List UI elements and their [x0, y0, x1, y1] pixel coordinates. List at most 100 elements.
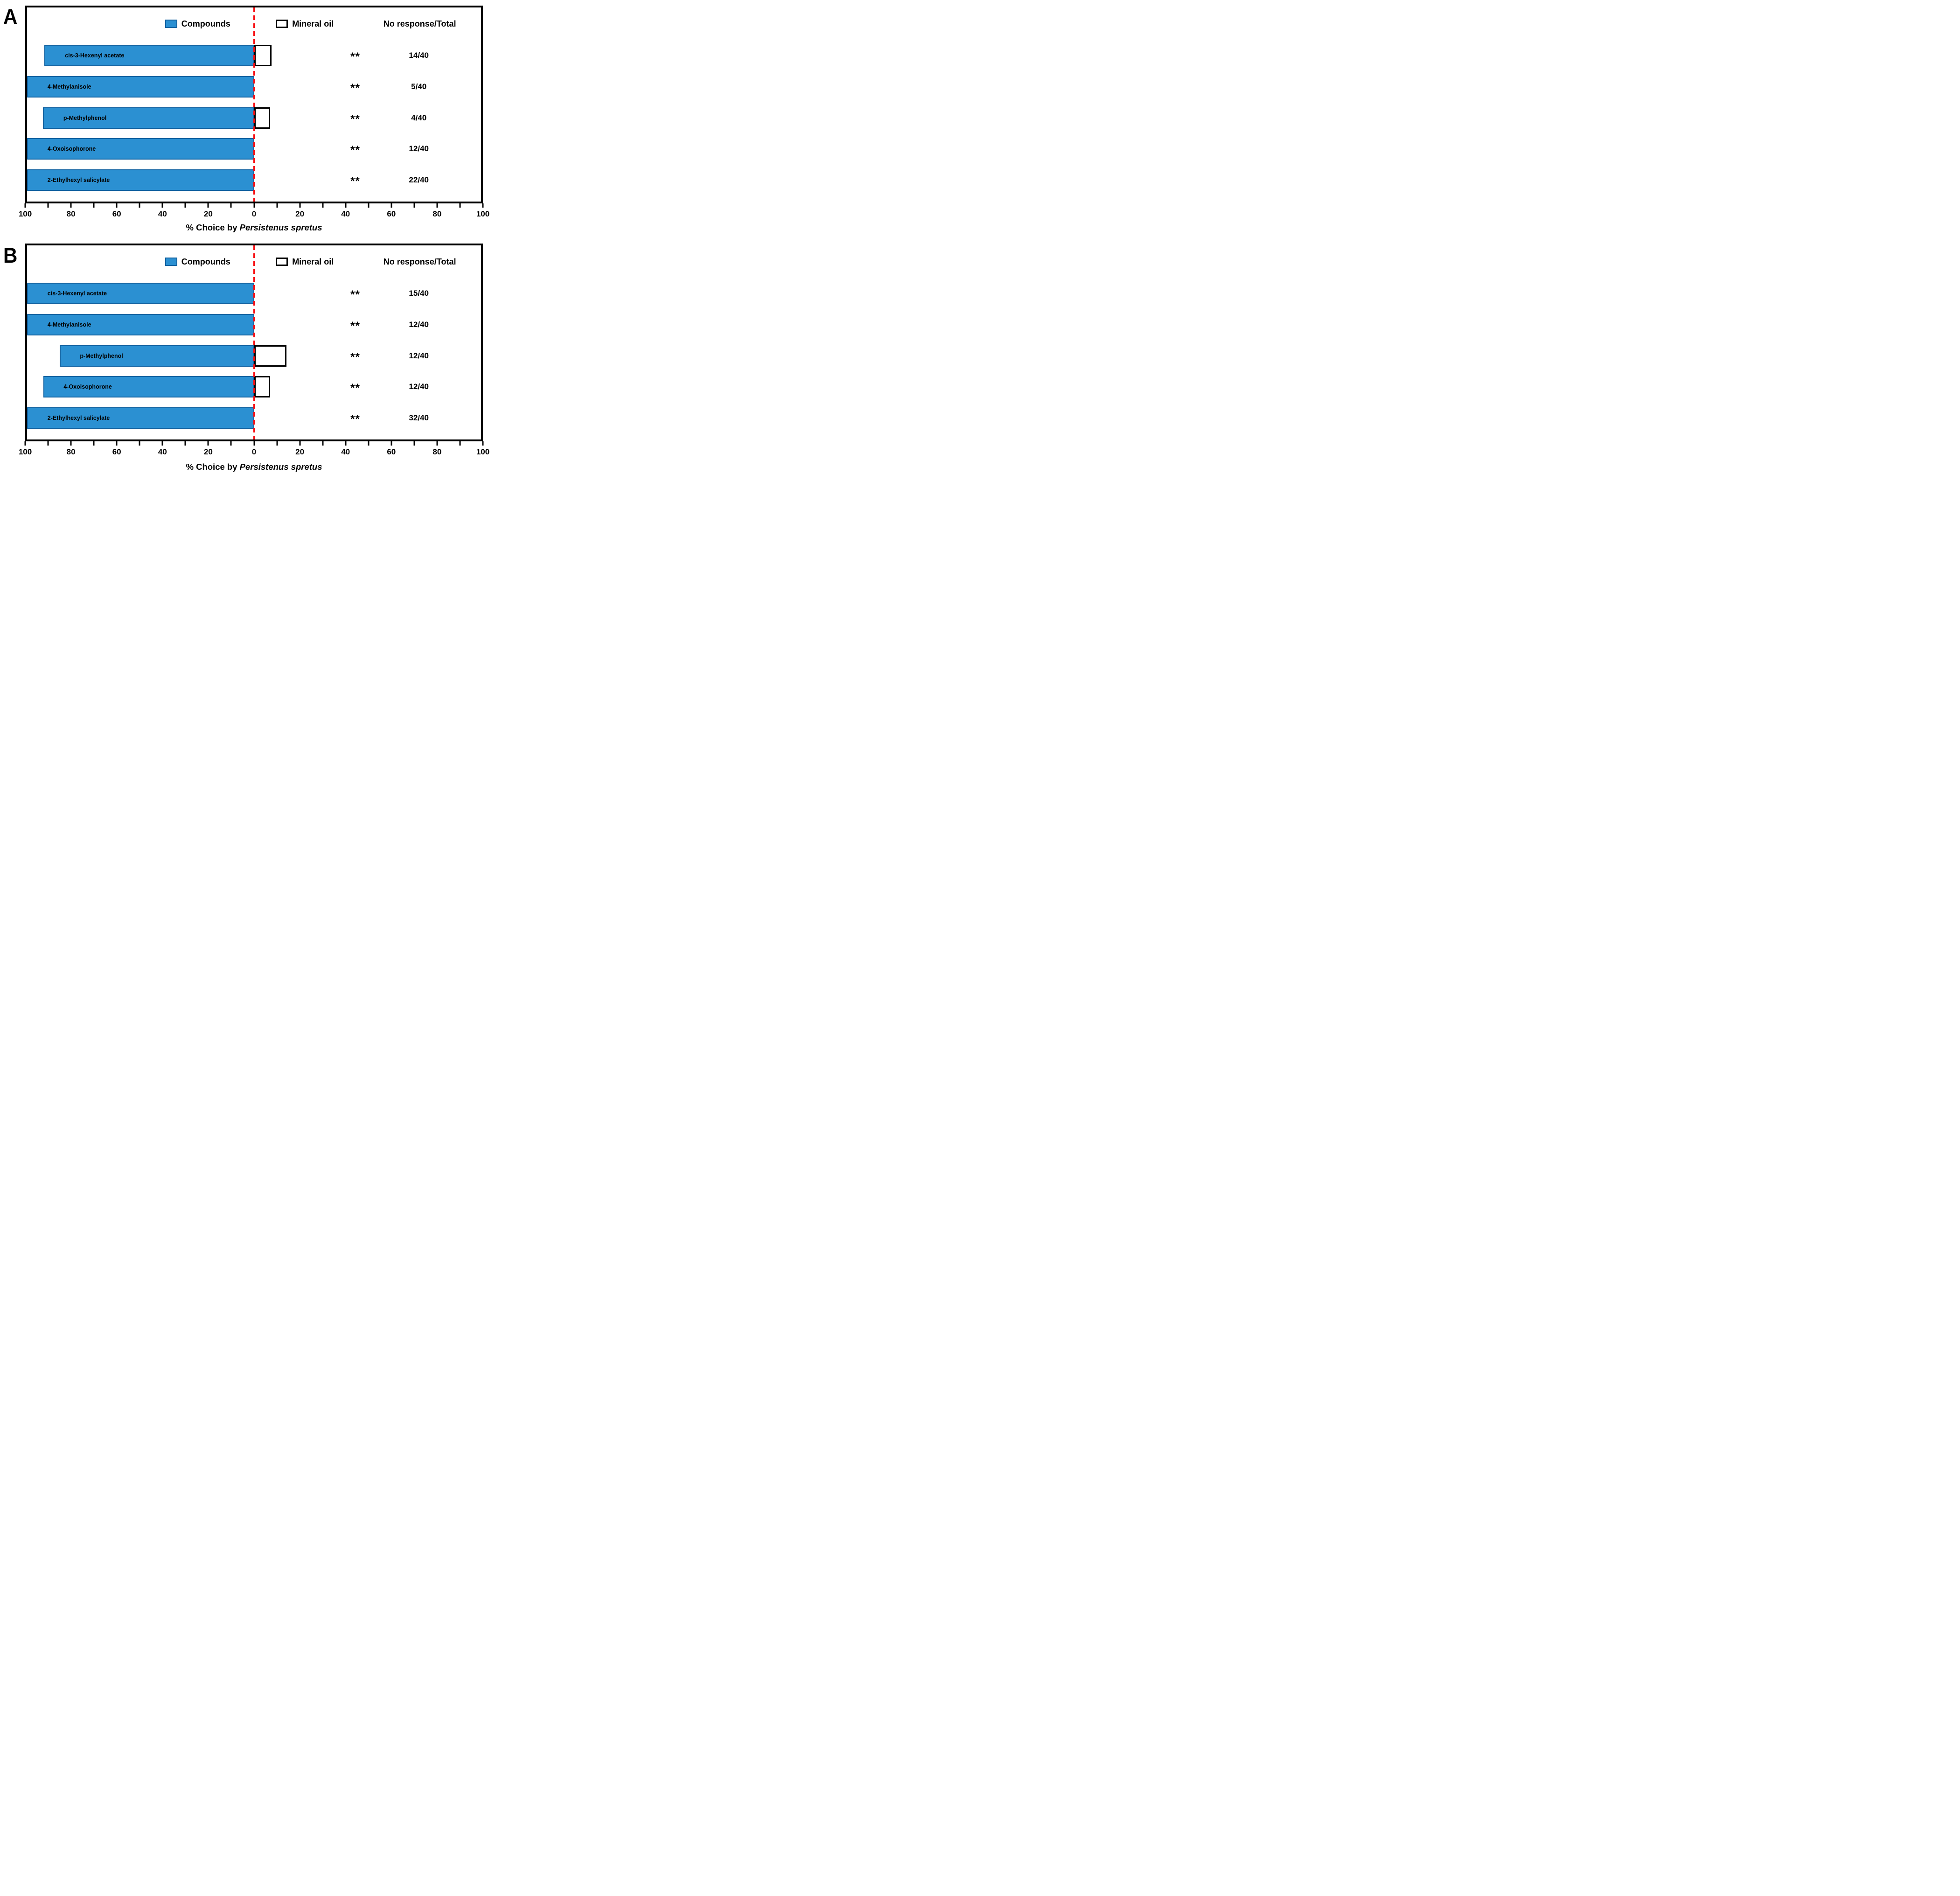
x-axis-tick-value: 60 — [387, 209, 396, 218]
x-axis-tick — [184, 441, 186, 446]
x-axis-tick-value: 40 — [341, 447, 350, 456]
x-axis-tick-value: 80 — [66, 447, 76, 456]
x-axis-title-species: Persistenus spretus — [239, 462, 322, 472]
x-axis-tick — [184, 203, 186, 208]
compounds-swatch-icon — [165, 258, 177, 266]
legend-mineral-oil: Mineral oil — [276, 257, 334, 267]
x-axis-tick — [47, 203, 49, 208]
x-axis-tick-value: 40 — [158, 447, 167, 456]
no-response-fraction: 4/40 — [411, 113, 427, 122]
panel-b-letter: B — [3, 244, 17, 267]
x-axis-tick-labels: 100 80 60 40 20 0 20 40 60 80 100 — [19, 447, 489, 458]
bar-row: cis-3-Hexenyl acetate ** 14/40 — [27, 45, 481, 67]
x-axis-tick — [207, 441, 209, 446]
legend-mineral-oil-label: Mineral oil — [292, 257, 334, 266]
x-axis-tick — [230, 203, 232, 208]
x-axis-tick-value: 60 — [112, 209, 121, 218]
compound-bar — [27, 169, 254, 191]
panel-a-letter: A — [3, 5, 17, 28]
significance-stars: ** — [350, 350, 360, 363]
bar-rows: cis-3-Hexenyl acetate ** 14/40 4-Methylanis… — [27, 7, 481, 202]
x-axis-title: % Choice by Persistenus spretus — [25, 462, 483, 472]
x-axis-tick — [368, 203, 370, 208]
x-axis-title: % Choice by Persistenus spretus — [25, 223, 483, 233]
x-axis-tick — [436, 441, 438, 446]
x-axis-tick — [116, 441, 118, 446]
bar-row: 2-Ethylhexyl salicylate ** 32/40 — [27, 407, 481, 429]
significance-stars: ** — [350, 50, 360, 63]
x-axis-ticks — [24, 441, 484, 446]
compound-name-label: 2-Ethylhexyl salicylate — [47, 177, 110, 184]
mineral-oil-bar — [254, 345, 287, 367]
compound-bar — [44, 45, 254, 67]
x-axis-tick-value: 100 — [18, 209, 32, 218]
compound-bar — [59, 345, 254, 367]
panel-b: B Compounds Mineral oil No response/Tota… — [0, 237, 490, 474]
x-axis-tick — [70, 203, 72, 208]
bar-row: p-Methylphenol ** 4/40 — [27, 107, 481, 129]
no-response-fraction: 15/40 — [409, 289, 429, 298]
x-axis-tick — [207, 203, 209, 208]
x-axis-tick-labels: 100 80 60 40 20 0 20 40 60 80 100 — [19, 209, 489, 220]
significance-stars: ** — [350, 175, 360, 188]
significance-stars: ** — [350, 112, 360, 125]
x-axis-tick-value: 0 — [251, 447, 257, 456]
x-axis-tick-value: 20 — [295, 447, 305, 456]
x-axis-tick — [413, 203, 415, 208]
significance-stars: ** — [350, 144, 360, 157]
compound-bar — [27, 76, 254, 98]
compound-bar — [27, 283, 254, 305]
x-axis-tick — [24, 441, 26, 446]
zero-reference-line — [253, 245, 255, 439]
mineral-oil-swatch-icon — [276, 258, 288, 266]
compound-bar — [27, 138, 254, 160]
x-axis-tick-value: 20 — [295, 209, 305, 218]
compound-name-label: 4-Oxoisophorone — [63, 383, 112, 390]
no-response-total-header: No response/Total — [383, 257, 456, 266]
x-axis-tick-value: 100 — [476, 447, 490, 456]
x-axis-tick — [139, 441, 140, 446]
x-axis-tick-value: 40 — [158, 209, 167, 218]
bar-rows: cis-3-Hexenyl acetate ** 15/40 4-Methylanis… — [27, 245, 481, 439]
x-axis-title-species: Persistenus spretus — [239, 223, 322, 232]
x-axis-tick-value: 100 — [476, 209, 490, 218]
no-response-fraction: 12/40 — [409, 382, 429, 391]
legend-compounds: Compounds — [165, 19, 230, 29]
x-axis-tick — [459, 203, 461, 208]
bar-row: 4-Methylanisole ** 5/40 — [27, 76, 481, 98]
compound-name-label: 4-Methylanisole — [47, 321, 91, 328]
x-axis-tick — [161, 203, 163, 208]
legend-compounds: Compounds — [165, 257, 230, 267]
compound-name-label: cis-3-Hexenyl acetate — [47, 290, 107, 297]
x-axis-tick — [345, 441, 347, 446]
x-axis-tick — [459, 441, 461, 446]
x-axis-tick-value: 60 — [112, 447, 121, 456]
x-axis-tick — [436, 203, 438, 208]
x-axis-tick — [161, 441, 163, 446]
x-axis-tick-value: 40 — [341, 209, 350, 218]
mineral-oil-bar — [254, 107, 270, 129]
x-axis-tick — [299, 203, 301, 208]
no-response-fraction: 32/40 — [409, 413, 429, 423]
significance-stars: ** — [350, 413, 360, 426]
legend-mineral-oil-label: Mineral oil — [292, 19, 334, 28]
no-response-total-header: No response/Total — [383, 19, 456, 28]
x-axis-tick-value: 80 — [432, 209, 442, 218]
bar-row: cis-3-Hexenyl acetate ** 15/40 — [27, 283, 481, 305]
no-response-fraction: 12/40 — [409, 320, 429, 329]
x-axis-tick-value: 100 — [18, 447, 32, 456]
mineral-oil-swatch-icon — [276, 20, 288, 28]
compound-bar — [43, 376, 254, 398]
x-axis-tick — [276, 441, 278, 446]
two-panel-choice-figure: A Compounds Mineral oil No response/Tota… — [0, 0, 490, 474]
significance-stars: ** — [350, 81, 360, 94]
bar-row: 4-Oxoisophorone ** 12/40 — [27, 138, 481, 160]
significance-stars: ** — [350, 288, 360, 301]
x-axis-tick — [139, 203, 140, 208]
significance-stars: ** — [350, 319, 360, 332]
legend-compounds-label: Compounds — [181, 257, 230, 266]
x-axis-tick — [24, 203, 26, 208]
zero-reference-line — [253, 7, 255, 202]
compound-name-label: 4-Methylanisole — [47, 83, 91, 90]
mineral-oil-bar — [254, 376, 271, 398]
